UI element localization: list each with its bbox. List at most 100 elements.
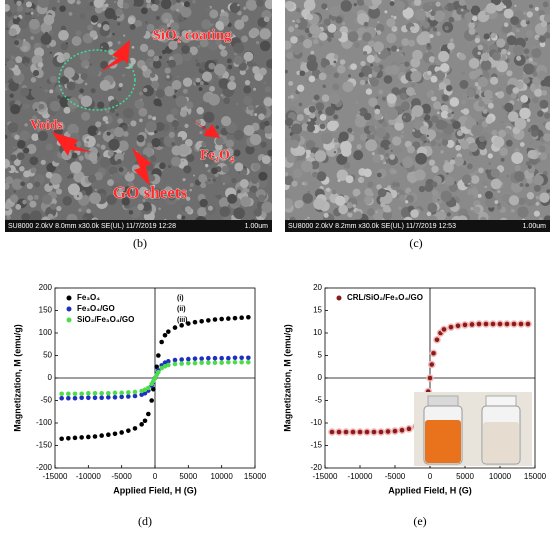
particle <box>456 130 463 137</box>
particle <box>394 120 404 131</box>
particle <box>534 84 540 89</box>
particle <box>333 72 340 79</box>
particle <box>352 188 361 197</box>
particle <box>141 65 148 72</box>
particle <box>296 18 301 24</box>
particle <box>309 24 320 35</box>
particle <box>499 147 508 156</box>
particle <box>21 56 31 65</box>
particle <box>425 50 429 53</box>
particle <box>5 158 11 169</box>
particle <box>127 181 134 188</box>
particle <box>94 188 97 191</box>
particle <box>218 197 230 208</box>
particle <box>59 5 66 12</box>
data-point <box>92 395 98 401</box>
particle <box>5 3 10 12</box>
particle <box>93 0 104 9</box>
x-tick-label: 5000 <box>179 472 197 481</box>
data-point <box>239 359 244 365</box>
particle <box>238 62 247 71</box>
particle <box>151 32 158 39</box>
particle <box>446 212 451 217</box>
particle <box>60 42 69 51</box>
data-point <box>132 426 138 431</box>
data-point <box>239 355 244 361</box>
particle <box>252 162 261 171</box>
particle <box>189 182 194 188</box>
particle <box>401 112 412 123</box>
particle <box>409 26 415 32</box>
data-point <box>454 322 462 330</box>
particle <box>208 179 211 182</box>
particle <box>5 134 8 140</box>
particle <box>23 147 30 154</box>
particle <box>426 42 431 48</box>
particle <box>197 207 208 217</box>
particle <box>466 88 475 97</box>
y-axis-label: Magnetization, M (emu/g) <box>282 324 292 432</box>
particle <box>468 21 476 29</box>
particle <box>140 98 143 101</box>
particle <box>197 216 202 221</box>
particle <box>169 194 175 201</box>
particle <box>531 129 539 137</box>
particle <box>345 96 348 99</box>
particle <box>99 157 111 168</box>
particle <box>215 137 224 146</box>
particle <box>55 188 63 195</box>
particle <box>446 139 455 148</box>
particle <box>175 0 181 3</box>
particle <box>171 119 179 128</box>
particle <box>263 16 270 23</box>
particle <box>436 210 447 221</box>
particle <box>336 153 348 165</box>
particle <box>206 177 215 185</box>
particle <box>122 73 126 77</box>
particle <box>470 207 474 211</box>
particle <box>442 96 446 99</box>
particle <box>525 20 528 23</box>
particle <box>404 200 409 204</box>
particle <box>211 167 218 175</box>
particle <box>264 124 272 134</box>
particle <box>337 178 341 183</box>
particle <box>166 114 175 123</box>
particle <box>62 196 73 206</box>
particle <box>245 145 255 155</box>
particle <box>259 28 271 40</box>
particle <box>523 77 530 84</box>
particle <box>338 204 349 215</box>
data-point <box>232 315 238 321</box>
particle <box>49 89 54 94</box>
particle <box>164 86 175 97</box>
particle <box>428 159 436 166</box>
particle <box>524 37 529 42</box>
particle <box>220 9 225 13</box>
data-point <box>99 433 104 438</box>
particle <box>301 160 313 173</box>
data-point <box>510 320 518 328</box>
particle <box>333 30 342 39</box>
particle <box>372 72 378 78</box>
particle <box>358 110 361 114</box>
particle <box>189 188 192 192</box>
scale-label: 1.00um <box>523 223 547 230</box>
particle <box>319 123 326 130</box>
particle <box>86 208 91 214</box>
particle <box>445 176 455 186</box>
particle <box>146 142 153 148</box>
vial-cap <box>427 395 459 407</box>
particle <box>123 107 134 119</box>
particle <box>503 8 514 19</box>
particle <box>60 25 67 32</box>
particle <box>514 4 517 7</box>
particle <box>506 123 510 127</box>
x-tick-label: 0 <box>153 472 158 481</box>
particle <box>514 171 525 182</box>
particle <box>168 131 176 138</box>
particle <box>307 118 311 122</box>
coating-outline <box>58 49 136 111</box>
data-point <box>149 398 154 403</box>
particle <box>427 70 432 76</box>
